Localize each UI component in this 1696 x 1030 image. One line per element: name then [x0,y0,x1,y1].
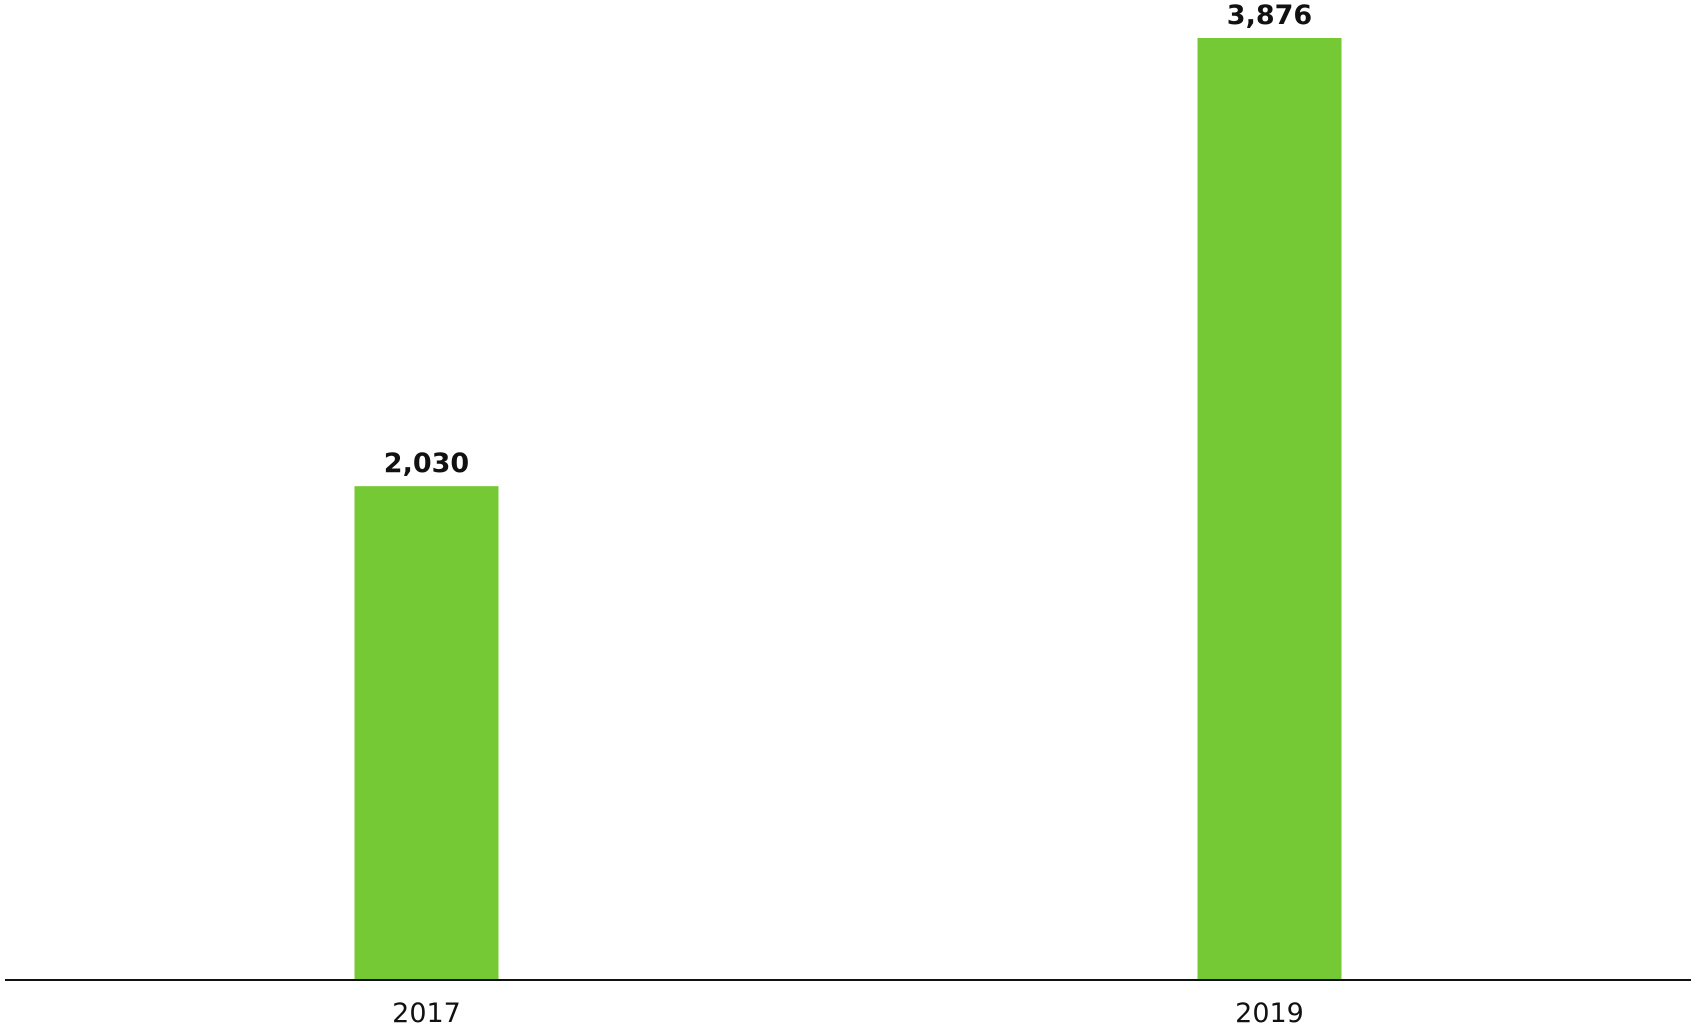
x-tick-label: 2017 [392,998,461,1026]
x-tick-label: 2019 [1235,998,1304,1026]
bar [354,486,499,979]
bar [1197,38,1342,979]
value-label: 2,030 [384,448,469,479]
value-label: 3,876 [1227,0,1312,31]
